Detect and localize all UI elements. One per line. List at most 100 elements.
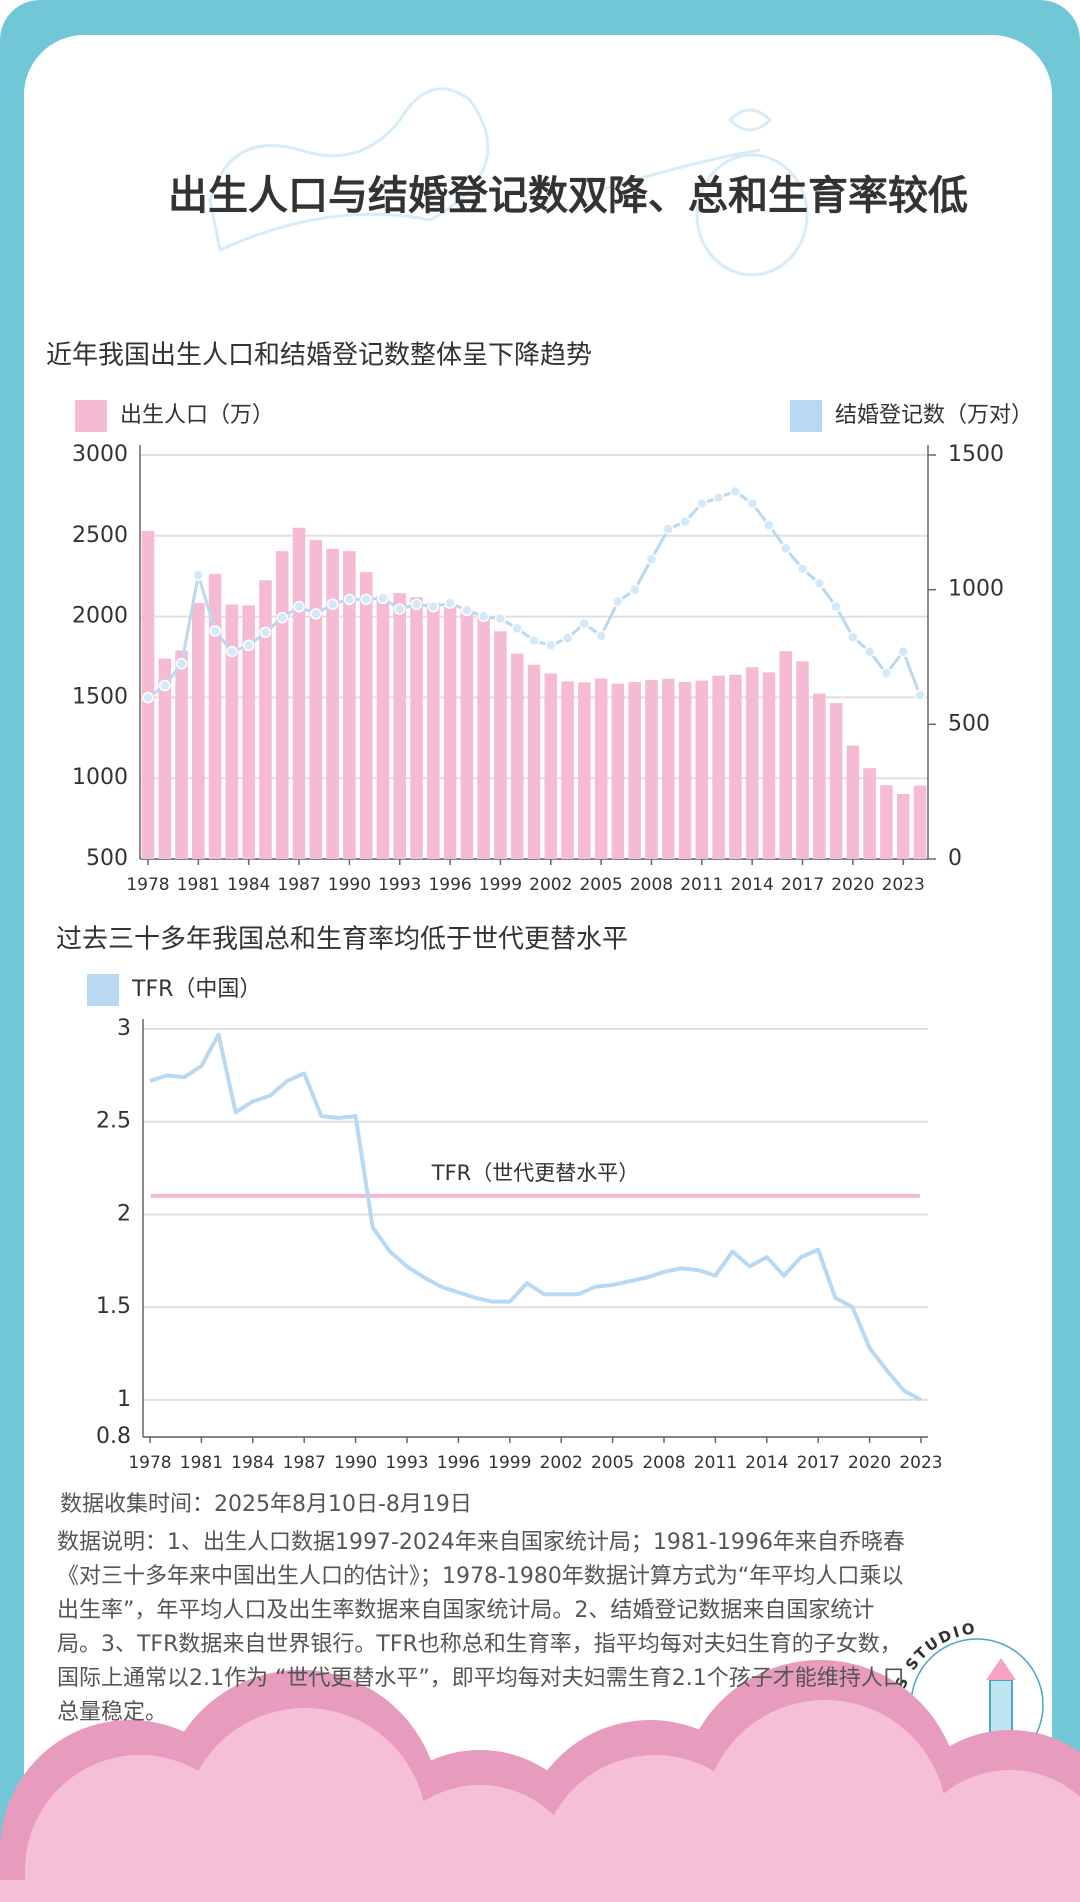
- x-tick-label: 2017: [781, 875, 824, 895]
- line-point: [410, 598, 423, 610]
- x-tick-label: 1981: [177, 875, 220, 895]
- bar: [779, 651, 793, 859]
- line-point: [477, 610, 490, 623]
- x-tick-label: 1990: [334, 1453, 377, 1473]
- line-point: [779, 542, 792, 555]
- line-point: [427, 600, 440, 613]
- legend-swatch: [87, 974, 119, 1006]
- bar: [326, 548, 339, 859]
- card: [24, 35, 1052, 1902]
- bar: [628, 682, 641, 859]
- x-tick-label: 1999: [479, 875, 522, 895]
- bar: [275, 551, 289, 859]
- bar: [896, 794, 910, 859]
- line-point: [914, 689, 926, 701]
- line-point: [360, 593, 372, 606]
- y-tick-label: 2500: [72, 523, 128, 548]
- y2-tick-label: 500: [948, 711, 990, 736]
- line: [149, 1032, 922, 1402]
- x-tick-label: 2008: [642, 1453, 685, 1473]
- bar: [829, 703, 843, 859]
- line-point: [293, 600, 305, 613]
- x-tick-label: 2005: [591, 1453, 634, 1473]
- bar: [259, 580, 272, 859]
- line-point: [863, 645, 876, 658]
- legend-label: 结婚登记数（万对）: [835, 403, 1033, 428]
- line-point: [712, 491, 725, 504]
- y-tick-label: 0.8: [96, 1424, 131, 1449]
- x-tick-label: 2002: [529, 875, 572, 895]
- x-tick-label: 2023: [899, 1453, 942, 1473]
- y-tick-label: 500: [86, 846, 128, 871]
- legend-label: TFR（中国）: [131, 977, 261, 1002]
- line-point: [326, 598, 339, 610]
- x-tick-label: 1999: [488, 1453, 531, 1473]
- x-tick-label: 2002: [540, 1453, 583, 1473]
- bar: [712, 675, 725, 859]
- bar: [729, 674, 742, 859]
- line-point: [192, 569, 205, 581]
- bar: [510, 653, 524, 859]
- x-tick-label: 2014: [731, 875, 774, 895]
- x-tick-label: 1984: [227, 875, 270, 895]
- y2-tick-label: 1000: [948, 577, 1004, 602]
- x-tick-label: 1993: [385, 1453, 428, 1473]
- bar: [913, 785, 927, 859]
- line-point: [276, 611, 289, 624]
- line-point: [494, 613, 507, 625]
- bar: [460, 610, 474, 859]
- legend-swatch: [790, 400, 822, 432]
- bar: [611, 683, 625, 859]
- line-point: [561, 632, 574, 644]
- bar: [846, 745, 860, 859]
- line-point: [259, 626, 272, 638]
- line-point: [444, 597, 456, 609]
- bar: [678, 681, 692, 859]
- bar: [376, 595, 390, 859]
- bar: [477, 618, 490, 859]
- line-point: [897, 645, 909, 658]
- bar: [427, 602, 440, 859]
- line-point: [763, 519, 775, 532]
- x-tick-label: 1996: [428, 875, 471, 895]
- collection-time: 数据收集时间：2025年8月10日-8月19日: [60, 1492, 472, 1517]
- legend-label: 出生人口（万）: [120, 403, 274, 428]
- data-note: 数据说明：1、出生人口数据1997-2024年来自国家统计局；1981-1996…: [57, 1530, 905, 1725]
- line-point: [528, 634, 540, 647]
- line-point: [545, 639, 557, 652]
- line-point: [746, 497, 758, 510]
- bar: [745, 667, 759, 859]
- x-tick-label: 1987: [277, 875, 320, 895]
- x-tick-label: 1990: [328, 875, 371, 895]
- bar: [359, 572, 373, 859]
- bar: [494, 631, 507, 859]
- line-point: [796, 563, 809, 575]
- x-tick-label: 2017: [797, 1453, 840, 1473]
- x-tick-label: 2011: [694, 1453, 737, 1473]
- x-tick-label: 1993: [378, 875, 421, 895]
- bar: [158, 658, 172, 859]
- bar: [578, 682, 591, 859]
- clouds: [0, 1660, 1080, 1902]
- line-point: [662, 523, 675, 535]
- line-point: [393, 603, 406, 615]
- bar: [309, 539, 323, 859]
- line-point: [595, 629, 607, 642]
- x-tick-label: 1978: [126, 875, 169, 895]
- page-title: 出生人口与结婚登记数双降、总和生育率较低: [168, 173, 968, 219]
- y-tick-label: 1000: [72, 765, 128, 790]
- y-tick-label: 1.5: [96, 1294, 131, 1319]
- x-tick-label: 2020: [848, 1453, 891, 1473]
- bar: [242, 605, 255, 859]
- line-point: [813, 577, 826, 590]
- line-point: [578, 617, 591, 630]
- line-point: [612, 596, 624, 608]
- line-point: [461, 604, 473, 617]
- bar: [544, 673, 558, 859]
- line-point: [242, 639, 255, 652]
- bar: [645, 679, 658, 859]
- bar: [443, 606, 457, 859]
